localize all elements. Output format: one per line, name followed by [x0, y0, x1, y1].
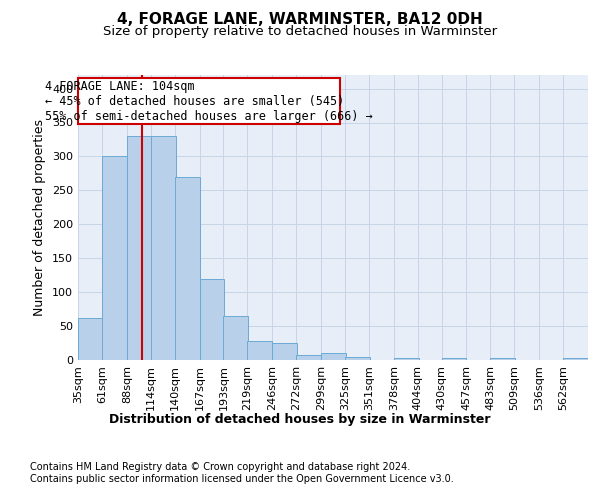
Bar	[200, 278, 224, 360]
Bar	[490, 358, 515, 360]
Text: 4, FORAGE LANE, WARMINSTER, BA12 0DH: 4, FORAGE LANE, WARMINSTER, BA12 0DH	[117, 12, 483, 28]
Bar	[296, 355, 321, 360]
Bar	[345, 356, 370, 360]
Bar	[321, 353, 346, 360]
Bar	[223, 316, 248, 360]
Bar	[175, 177, 200, 360]
Bar	[563, 358, 588, 360]
Bar	[102, 156, 127, 360]
Text: Distribution of detached houses by size in Warminster: Distribution of detached houses by size …	[109, 412, 491, 426]
Bar	[127, 136, 152, 360]
Bar	[394, 358, 419, 360]
Bar	[442, 358, 466, 360]
Text: Contains public sector information licensed under the Open Government Licence v3: Contains public sector information licen…	[30, 474, 454, 484]
FancyBboxPatch shape	[78, 78, 340, 124]
Bar	[78, 318, 103, 360]
Bar	[151, 136, 176, 360]
Text: Contains HM Land Registry data © Crown copyright and database right 2024.: Contains HM Land Registry data © Crown c…	[30, 462, 410, 472]
Text: 4 FORAGE LANE: 104sqm
← 45% of detached houses are smaller (545)
55% of semi-det: 4 FORAGE LANE: 104sqm ← 45% of detached …	[46, 80, 373, 122]
Y-axis label: Number of detached properties: Number of detached properties	[34, 119, 46, 316]
Text: Size of property relative to detached houses in Warminster: Size of property relative to detached ho…	[103, 25, 497, 38]
Bar	[272, 343, 297, 360]
Bar	[247, 341, 272, 360]
